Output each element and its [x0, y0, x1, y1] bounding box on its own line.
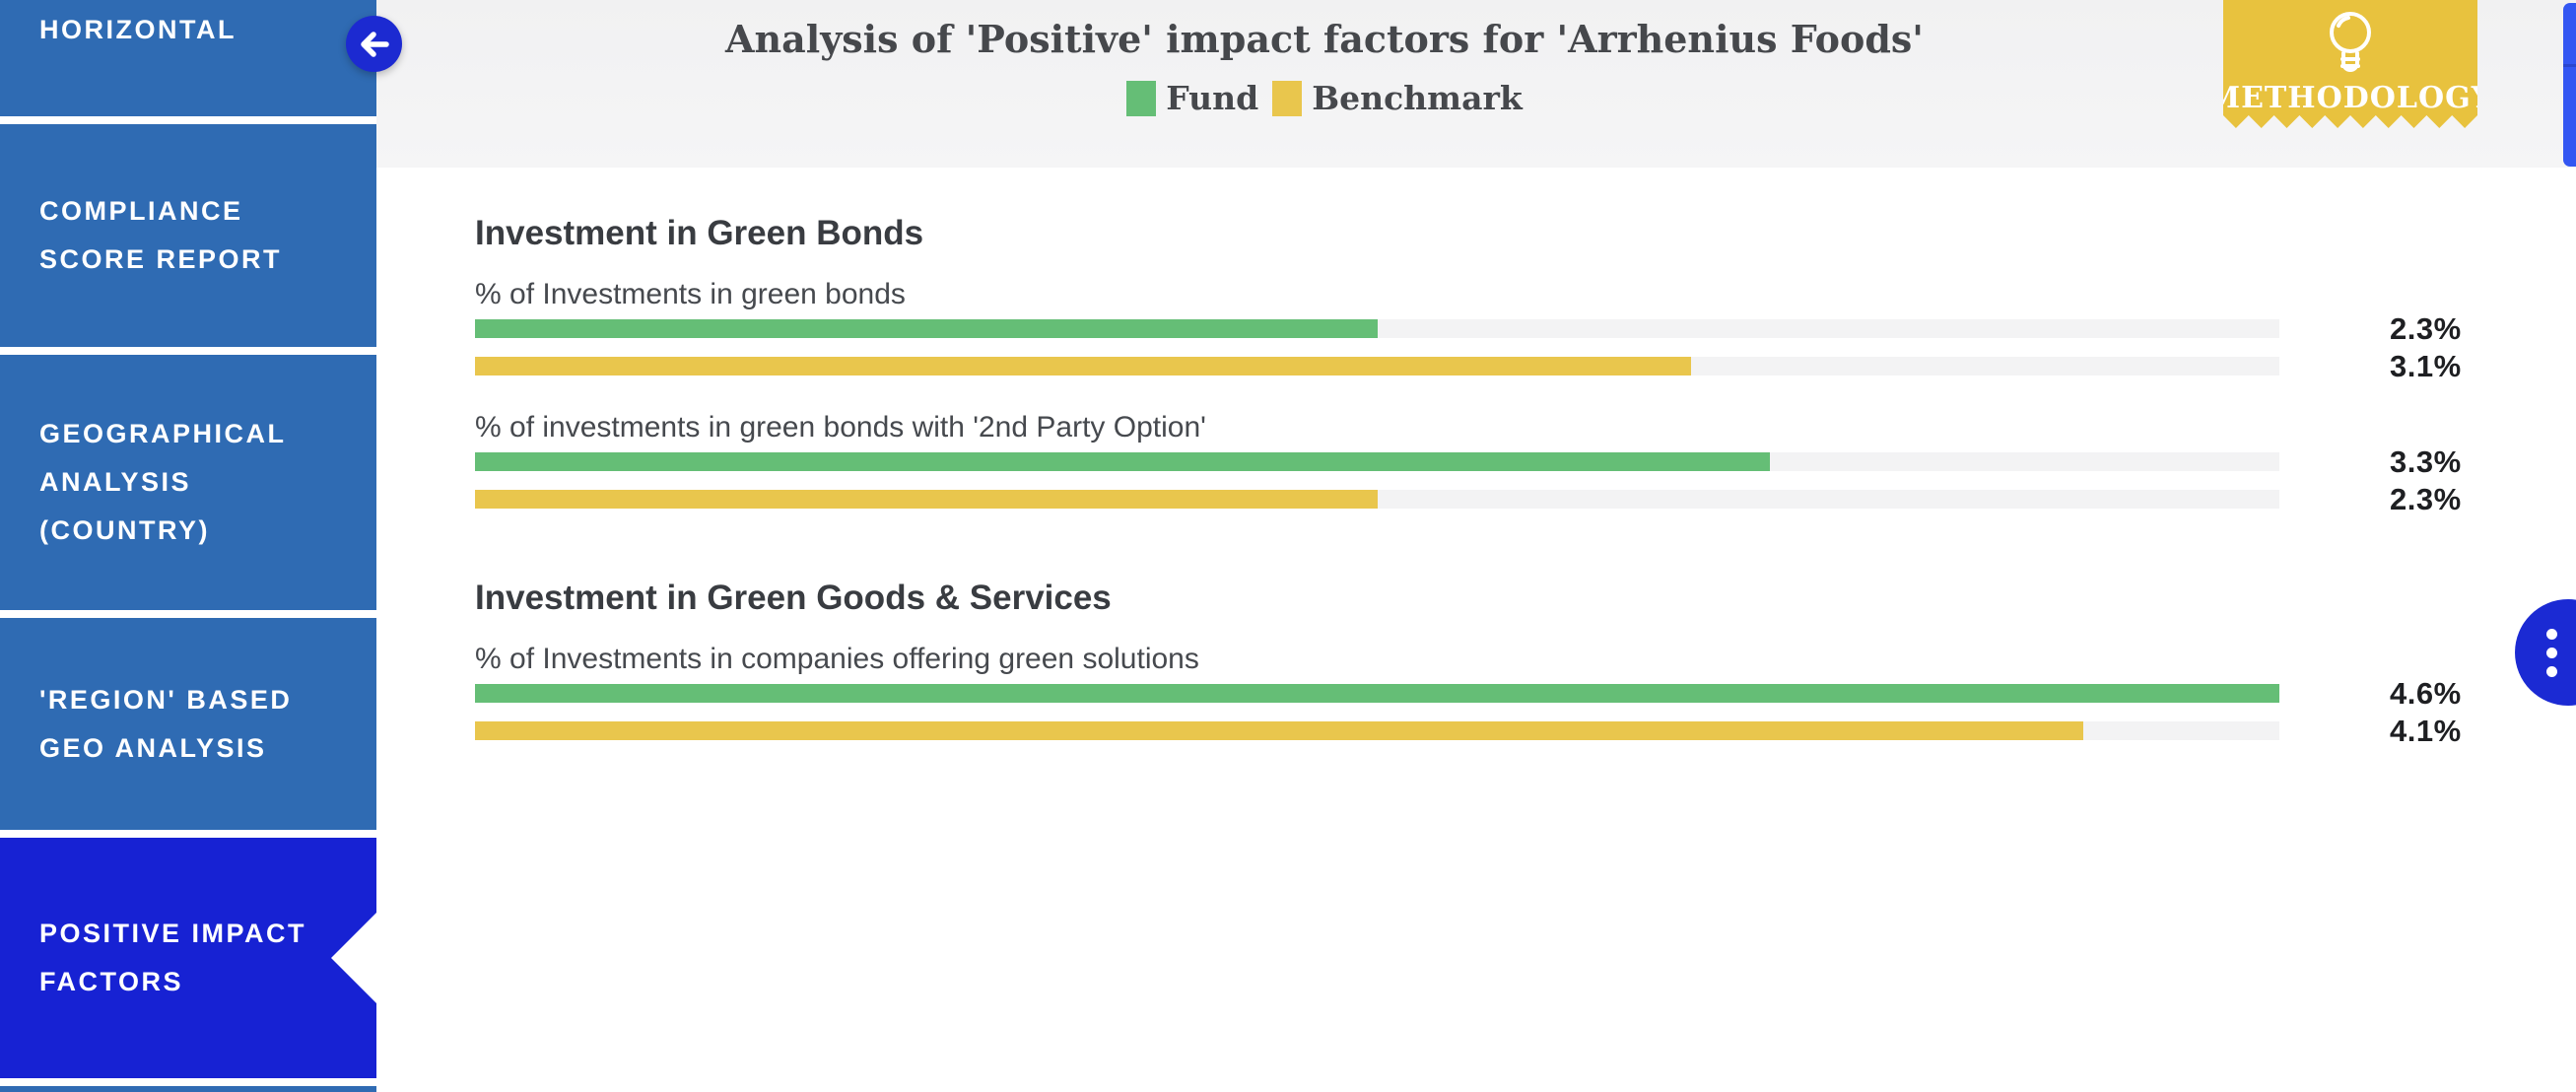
metric-label: % of Investments in green bonds — [475, 278, 906, 310]
benchmark-bar-fill — [475, 490, 1378, 509]
fund-bar-track: 3.3% — [475, 444, 2461, 479]
legend-entry-benchmark: Benchmark — [1272, 79, 1523, 117]
benchmark-bar-track: 2.3% — [475, 482, 2461, 516]
sidebar-item-horizontal[interactable]: HORIZONTAL — [0, 0, 376, 116]
chart-section: Investment in Green Bonds % of Investment… — [475, 212, 2576, 516]
section-heading: Investment in Green Bonds — [475, 214, 924, 252]
page-title: Analysis of 'Positive' impact factors fo… — [725, 17, 1924, 61]
back-button[interactable] — [346, 16, 402, 72]
sidebar-item-label: SCORE REPORT — [39, 244, 283, 274]
fund-bar-track: 4.6% — [475, 676, 2461, 711]
dot — [2546, 666, 2557, 677]
lightbulb-icon — [2330, 12, 2371, 72]
benchmark-bar-value: 2.3% — [2390, 481, 2462, 516]
sidebar-item-label: GEO ANALYSIS — [39, 732, 267, 763]
sidebar-item-positive-impact-factors[interactable]: POSITIVE IMPACT FACTORS — [0, 838, 376, 1078]
benchmark-bar-track: 4.1% — [475, 714, 2461, 748]
sidebar-item-label: COMPLIANCE — [39, 196, 243, 226]
methodology-label: METHODOLOGY — [2206, 81, 2494, 115]
chart-section: Investment in Green Goods & Services % of… — [475, 577, 2576, 748]
sidebar-item-geographical-analysis-country[interactable]: GEOGRAPHICAL ANALYSIS (COUNTRY) — [0, 355, 376, 610]
header: Analysis of 'Positive' impact factors fo… — [376, 0, 2576, 168]
sidebar-item-label: (COUNTRY) — [39, 515, 210, 545]
legend-label: Benchmark — [1312, 79, 1523, 117]
header-center: Analysis of 'Positive' impact factors fo… — [376, 0, 2272, 168]
fund-bar-fill — [475, 684, 2279, 703]
legend-entry-fund: Fund — [1126, 79, 1258, 117]
sidebar: HORIZONTAL COMPLIANCE SCORE REPORT GEOGRAPH… — [0, 0, 376, 1092]
scrollbar-seam — [2563, 64, 2576, 67]
sidebar-item-label: POSITIVE IMPACT — [39, 919, 307, 948]
fund-bar-value: 2.3% — [2390, 310, 2462, 346]
benchmark-bar-fill — [475, 357, 1691, 375]
sidebar-item-label: 'REGION' BASED — [39, 684, 293, 715]
sidebar-item-label: ANALYSIS — [39, 467, 192, 497]
content-area: Investment in Green Bonds % of Investment… — [376, 168, 2576, 1092]
benchmark-bar-fill — [475, 721, 2083, 740]
sidebar-item-label: HORIZONTAL — [39, 15, 237, 44]
section-heading: Investment in Green Goods & Services — [475, 579, 1112, 617]
impact-factors-chart: Investment in Green Bonds % of Investment… — [376, 168, 2576, 748]
benchmark-bar-track: 3.1% — [475, 349, 2461, 383]
fund-bar-fill — [475, 319, 1378, 338]
legend-label: Fund — [1166, 79, 1259, 117]
methodology-ribbon[interactable]: METHODOLOGY — [2223, 0, 2477, 128]
metric-label: % of investments in green bonds with '2n… — [475, 411, 1206, 444]
fund-bar-value: 3.3% — [2390, 444, 2462, 479]
dot — [2546, 629, 2557, 640]
fund-bar-fill — [475, 452, 1770, 471]
benchmark-bar-value: 4.1% — [2390, 713, 2462, 748]
sidebar-item-compliance-score-report[interactable]: COMPLIANCE SCORE REPORT — [0, 124, 376, 347]
arrow-left-icon — [360, 31, 389, 57]
benchmark-bar-value: 3.1% — [2390, 348, 2462, 383]
fund-bar-track: 2.3% — [475, 311, 2461, 346]
dot — [2546, 648, 2557, 658]
fund-bar-value: 4.6% — [2390, 675, 2462, 711]
sidebar-item-next-item-partial[interactable] — [0, 1086, 376, 1092]
chart-legend: Fund Benchmark — [376, 79, 2272, 117]
legend-swatch — [1272, 80, 1303, 116]
legend-swatch — [1126, 80, 1157, 116]
sidebar-item-region-based-geo-analysis[interactable]: 'REGION' BASED GEO ANALYSIS — [0, 618, 376, 830]
sidebar-item-label: GEOGRAPHICAL — [39, 419, 287, 448]
vertical-scrollbar-thumb[interactable] — [2563, 3, 2576, 167]
metric-label: % of Investments in companies offering g… — [475, 643, 1199, 675]
sidebar-item-label: FACTORS — [39, 967, 184, 996]
